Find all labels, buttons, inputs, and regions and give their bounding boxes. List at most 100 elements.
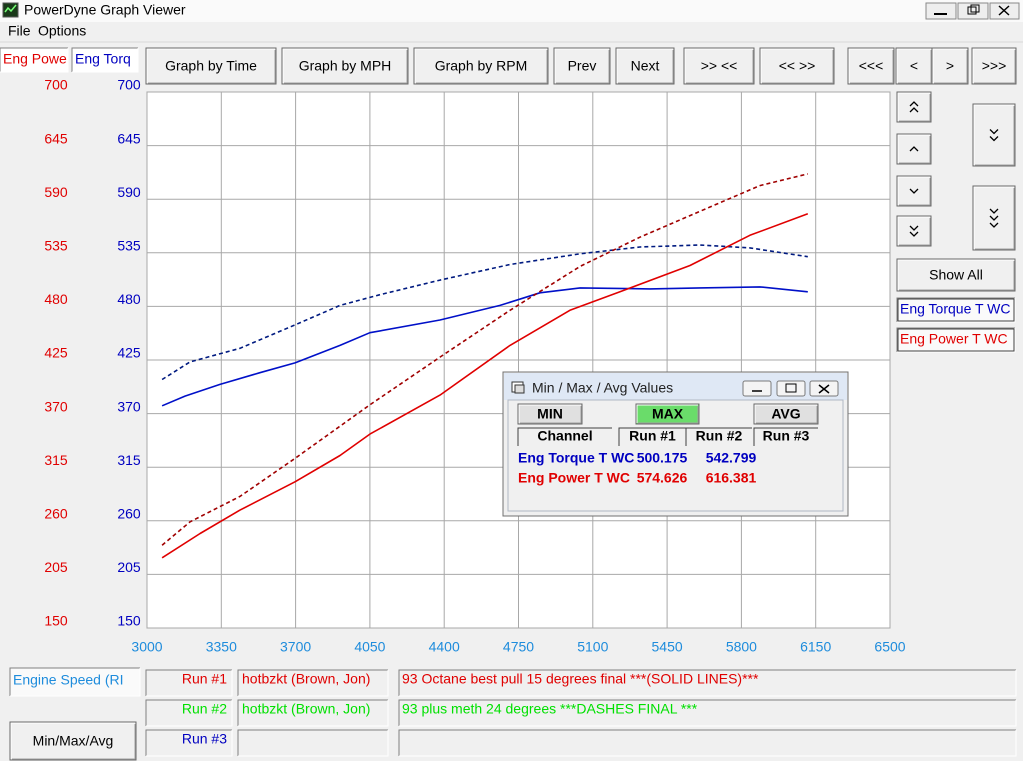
field-light: [146, 700, 233, 727]
y2-tick-label: 480: [117, 291, 141, 307]
button-face[interactable]: [742, 380, 772, 397]
button[interactable]: >> <<: [683, 47, 755, 85]
dialog-max-button[interactable]: [776, 380, 806, 397]
chevron: [909, 225, 919, 231]
field-light: [238, 670, 389, 697]
button-label[interactable]: Graph by MPH: [299, 58, 392, 74]
zoom-button[interactable]: [972, 103, 1016, 167]
button[interactable]: Next: [615, 47, 675, 85]
y2-tick-label: 205: [117, 559, 141, 575]
button-label[interactable]: AVG: [771, 406, 800, 422]
button-face: [972, 185, 1016, 251]
scroll-button[interactable]: [896, 215, 932, 247]
button[interactable]: Prev: [553, 47, 611, 85]
button-label[interactable]: <<<: [859, 58, 884, 74]
button[interactable]: MIN: [517, 403, 583, 425]
button-label[interactable]: >: [946, 58, 954, 74]
scroll-button[interactable]: [896, 91, 932, 123]
column-header: Run #1: [629, 428, 676, 444]
button[interactable]: Show All: [896, 258, 1016, 292]
x-axis-label: Engine Speed (RI: [13, 672, 124, 688]
button-label[interactable]: MAX: [652, 406, 684, 422]
menu-item[interactable]: File: [8, 23, 31, 39]
button[interactable]: MAX: [635, 403, 700, 425]
channel-name: Eng Torque T WC: [518, 450, 634, 466]
y2-tick-label: 700: [117, 77, 141, 93]
field-face: [10, 668, 140, 696]
button-highlight: [972, 48, 1015, 83]
dialog-min-button[interactable]: [742, 380, 772, 397]
scroll-button[interactable]: [896, 175, 932, 207]
run-driver: hotbzkt (Brown, Jon): [242, 671, 370, 687]
y-tick-label: 645: [44, 130, 68, 146]
app-icon: [2, 2, 19, 18]
button-label[interactable]: Graph by RPM: [435, 58, 528, 74]
field-shadow: [896, 297, 1015, 322]
menu-item[interactable]: Options: [38, 23, 86, 39]
button-label[interactable]: <: [910, 58, 918, 74]
button[interactable]: << >>: [759, 47, 835, 85]
button-face: [683, 47, 755, 85]
button-label[interactable]: Show All: [929, 267, 983, 283]
x-tick-label: 3350: [206, 639, 237, 655]
zoom-button[interactable]: [972, 185, 1016, 251]
button-shadow: [898, 50, 932, 84]
button[interactable]: Min/Max/Avg: [9, 721, 137, 761]
chevron: [909, 101, 919, 107]
cell-value: 500.175: [637, 450, 688, 466]
field-shadow: [237, 729, 388, 756]
header-frame: [753, 427, 818, 446]
run-driver: hotbzkt (Brown, Jon): [242, 701, 370, 717]
button-label[interactable]: Min/Max/Avg: [33, 733, 114, 749]
field-face: [399, 700, 1016, 726]
field-light: [238, 730, 389, 757]
button-label[interactable]: << >>: [779, 58, 816, 74]
button-shadow: [618, 50, 674, 84]
field-light: [399, 700, 1017, 727]
button-label[interactable]: MIN: [537, 406, 563, 422]
button-face: [931, 47, 969, 85]
button-face: [615, 47, 675, 85]
x-tick-label: 5800: [726, 639, 757, 655]
button-label[interactable]: Graph by Time: [165, 58, 257, 74]
button[interactable]: <<<: [847, 47, 895, 85]
button-shadow: [934, 50, 968, 84]
window-title: PowerDyne Graph Viewer: [24, 2, 186, 18]
button[interactable]: Graph by Time: [145, 47, 277, 85]
button-highlight: [897, 216, 930, 245]
y-tick-label: 425: [44, 345, 68, 361]
dialog-close-button[interactable]: [809, 380, 839, 397]
button-shadow: [899, 94, 931, 122]
button[interactable]: <: [895, 47, 933, 85]
button-face: [281, 47, 409, 85]
button[interactable]: AVG: [753, 403, 819, 425]
button-label[interactable]: Next: [631, 58, 660, 74]
button-highlight: [10, 722, 135, 759]
button-highlight: [897, 92, 930, 121]
scroll-button[interactable]: [896, 133, 932, 165]
x-tick-label: 6500: [874, 639, 905, 655]
button-highlight: [932, 48, 967, 83]
button-face: [635, 403, 700, 425]
x-tick-label: 4750: [503, 639, 534, 655]
x-tick-label: 5100: [577, 639, 608, 655]
button-face[interactable]: [776, 380, 806, 397]
button[interactable]: >>>: [971, 47, 1017, 85]
button-label[interactable]: >>>: [982, 58, 1007, 74]
button-face: [896, 215, 932, 247]
button-shadow: [520, 406, 582, 424]
y-tick-label: 260: [44, 506, 68, 522]
button[interactable]: >: [931, 47, 969, 85]
button-highlight: [848, 48, 893, 83]
button[interactable]: Graph by RPM: [413, 47, 549, 85]
dialog: Min / Max / Avg Values MIN MAX AVG Channel Ru…: [502, 371, 849, 517]
button[interactable]: Graph by MPH: [281, 47, 409, 85]
button-label[interactable]: Prev: [568, 58, 597, 74]
x-tick-label: 3700: [280, 639, 311, 655]
title-bar: [0, 0, 1023, 22]
button-shadow: [899, 218, 931, 246]
window-controls[interactable]: [925, 2, 1020, 20]
run-description: 93 plus meth 24 degrees ***DASHES FINAL …: [402, 701, 698, 717]
button-label[interactable]: >> <<: [701, 58, 738, 74]
